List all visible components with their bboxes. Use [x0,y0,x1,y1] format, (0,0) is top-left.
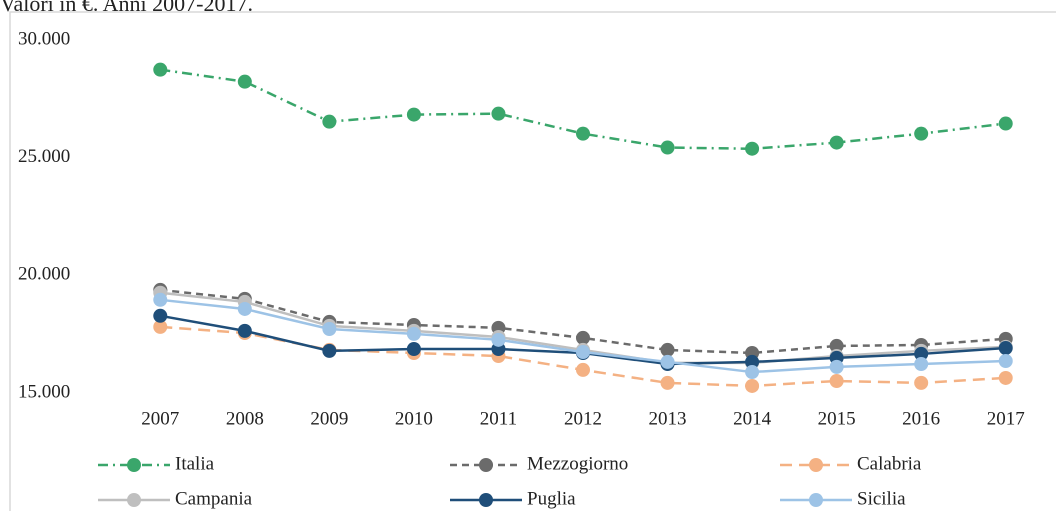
data-point [237,323,252,338]
x-tick-label: 2012 [564,408,602,429]
data-point [914,375,929,390]
y-tick-label: 25.000 [18,146,70,167]
legend-label: Calabria [857,453,922,474]
data-point [745,378,760,393]
legend-label: Italia [175,453,215,474]
data-point [576,126,590,141]
legend-marker [809,493,823,507]
data-point [660,354,675,369]
legend-label: Campania [175,488,253,509]
series-line [160,68,1006,150]
data-point [237,301,252,316]
data-point [406,341,421,356]
x-tick-label: 2009 [310,408,348,429]
legend-marker [479,458,493,472]
y-tick-label: 30.000 [18,28,70,49]
data-point [829,359,844,374]
data-point [745,141,760,156]
x-tick-label: 2016 [902,408,940,429]
legend-marker [127,493,141,507]
data-point [406,326,421,341]
data-point [998,116,1013,131]
data-point [660,342,675,357]
x-tick-label: 2008 [226,408,264,429]
data-point [998,353,1013,368]
data-point [998,341,1013,356]
data-point [322,114,337,129]
data-point [406,107,421,122]
data-point [829,135,844,150]
legend-marker [479,493,493,507]
x-tick-label: 2015 [818,408,856,429]
x-tick-label: 2013 [649,408,687,429]
legend-label: Sicilia [857,488,906,509]
data-point [576,362,590,377]
data-point [998,370,1013,385]
data-point [237,74,252,89]
data-point [829,373,844,388]
data-point [829,338,844,353]
x-tick-label: 2017 [987,408,1025,429]
data-point [491,106,506,121]
x-tick-label: 2010 [395,408,433,429]
data-point [153,292,168,307]
data-point [322,321,337,336]
data-point [660,140,675,155]
data-point [153,319,168,334]
data-point [660,375,675,390]
data-point [153,308,168,323]
chart-subtitle: Valori in €. Anni 2007-2017. [0,0,253,16]
data-point [914,126,929,141]
y-tick-label: 15.000 [18,381,70,402]
x-tick-label: 2011 [480,408,517,429]
data-point [576,345,590,360]
data-point [745,365,760,380]
x-tick-label: 2007 [141,408,179,429]
data-point [914,346,929,361]
x-tick-label: 2014 [733,408,772,429]
chart-frame [9,11,1056,511]
data-point [745,354,760,369]
y-tick-label: 20.000 [18,264,70,285]
legend-marker [809,458,823,472]
data-point [491,332,506,347]
data-point [576,330,590,345]
legend-label: Puglia [527,488,576,509]
data-point [322,343,337,358]
legend-label: Mezzogiorno [527,453,628,474]
data-point [914,357,929,372]
data-point [153,62,168,77]
legend-marker [127,458,141,472]
